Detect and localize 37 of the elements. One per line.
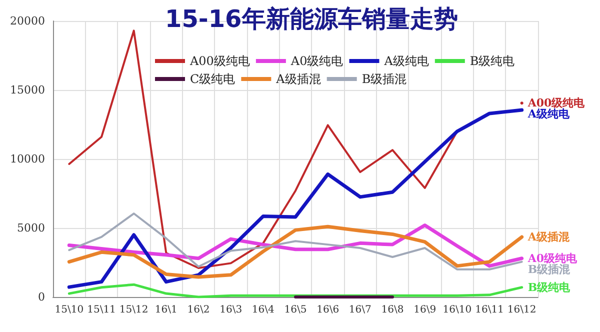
x-tick-label: 16\10 bbox=[442, 304, 472, 316]
x-tick-label: 16\2 bbox=[187, 304, 210, 316]
x-tick-label: 16\8 bbox=[381, 304, 404, 316]
x-tick-label: 15\12 bbox=[119, 304, 148, 316]
legend-label: C级纯电 bbox=[190, 72, 236, 86]
y-tick-label: 0 bbox=[38, 290, 45, 304]
text: B级插混 bbox=[528, 262, 570, 276]
y-tick-label: 5000 bbox=[17, 222, 45, 234]
x-tick-label: 16\9 bbox=[414, 304, 436, 316]
legend-label: A0级纯电 bbox=[290, 54, 344, 68]
x-tick-label: 16\1 bbox=[154, 304, 178, 316]
legend-label: A级插混 bbox=[275, 72, 321, 86]
x-tick-label: 16\3 bbox=[220, 304, 242, 316]
x-tick-label: 16\12 bbox=[507, 304, 536, 316]
text: A级纯电 bbox=[528, 108, 570, 121]
x-tick-label: 15\11 bbox=[87, 304, 116, 316]
text: A级插混 bbox=[528, 230, 570, 244]
line-series bbox=[68, 212, 523, 270]
legend-label: A00级纯电 bbox=[189, 54, 250, 68]
legend-label: B级插混 bbox=[362, 72, 407, 86]
legend-label: B级纯电 bbox=[470, 54, 515, 68]
y-tick-label: 10000 bbox=[10, 152, 45, 166]
x-tick-label: 16\11 bbox=[475, 304, 504, 316]
chart-title: 15-16年新能源车销量走势 bbox=[165, 5, 458, 33]
line-series bbox=[67, 224, 524, 279]
x-tick-label: 16\4 bbox=[252, 304, 274, 316]
y-tick-label: 15000 bbox=[10, 84, 45, 96]
legend-label: A级纯电 bbox=[383, 54, 429, 68]
y-tick-label: 20000 bbox=[10, 14, 45, 28]
x-tick-label: 15\10 bbox=[54, 304, 84, 316]
line-series bbox=[67, 223, 524, 268]
text: A0级纯电 bbox=[528, 252, 578, 265]
x-tick-label: 16\5 bbox=[284, 304, 307, 316]
text: B级纯电 bbox=[528, 280, 570, 294]
x-tick-label: 16\6 bbox=[316, 304, 340, 316]
line-series bbox=[67, 108, 524, 289]
x-tick-label: 16\7 bbox=[348, 304, 372, 316]
